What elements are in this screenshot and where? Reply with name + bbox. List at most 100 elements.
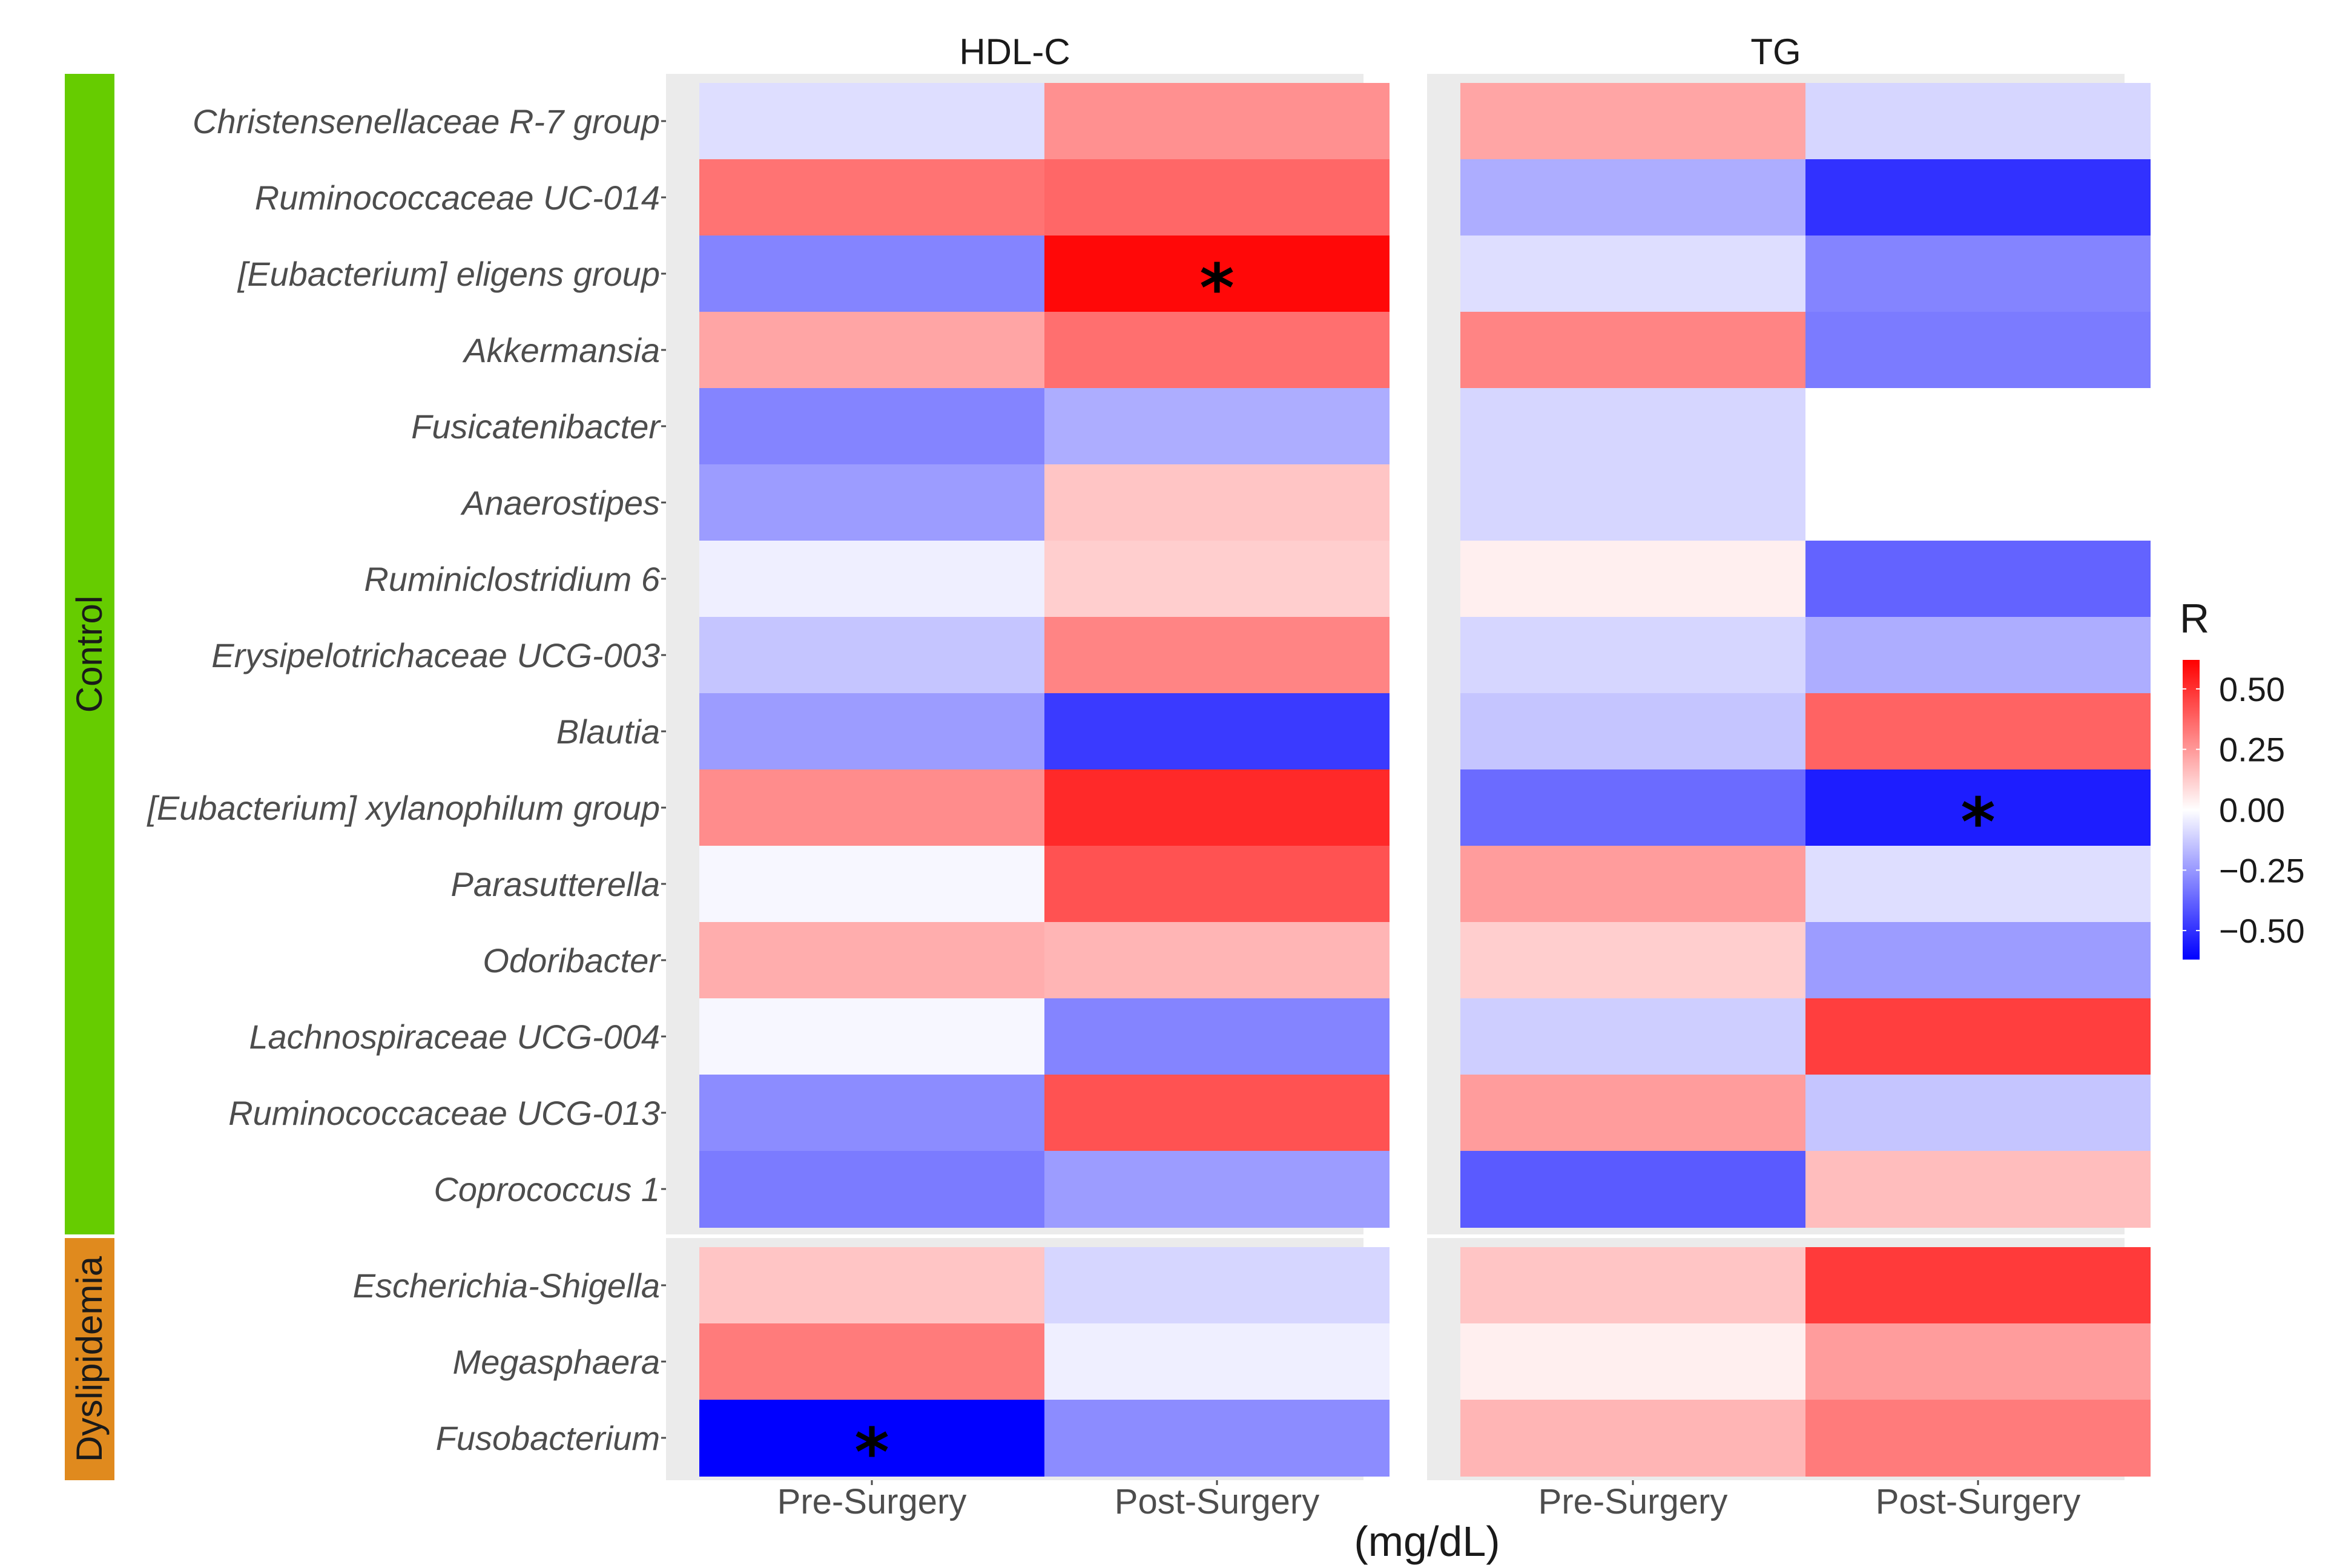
heatmap-cell bbox=[699, 1151, 1044, 1228]
group-label-control: Control bbox=[69, 596, 110, 713]
heatmap-cell bbox=[1460, 617, 1805, 694]
heatmap-cell bbox=[1460, 236, 1805, 312]
row-label-odoribacter: Odoribacter bbox=[483, 941, 661, 980]
legend-tick-label: 0.00 bbox=[2219, 791, 2285, 829]
col-label-post-surgery: Post-Surgery bbox=[1115, 1482, 1319, 1521]
heatmap-cell bbox=[1460, 769, 1805, 846]
heatmap-cell bbox=[1044, 312, 1390, 389]
heatmap-cell bbox=[1460, 388, 1805, 465]
heatmap-cell bbox=[699, 83, 1044, 160]
heatmap-cell bbox=[1805, 388, 2151, 465]
heatmap-cell bbox=[1460, 846, 1805, 923]
heatmap-cell bbox=[1805, 617, 2151, 694]
heatmap-cell bbox=[1044, 617, 1390, 694]
heatmap-cell bbox=[1805, 159, 2151, 236]
heatmap-cell bbox=[699, 1247, 1044, 1324]
heatmap-cell bbox=[1044, 769, 1390, 846]
heatmap-cell bbox=[699, 769, 1044, 846]
heatmap-cell bbox=[699, 541, 1044, 618]
facet-title-hdl-c: HDL-C bbox=[959, 31, 1070, 72]
row-label-christensenellaceae-r-7-group: Christensenellaceae R-7 group bbox=[193, 102, 660, 140]
row-label-eubacterium-xylanophilum-group: [Eubacterium] xylanophilum group bbox=[146, 789, 660, 827]
heatmap-cell bbox=[1044, 922, 1390, 999]
heatmap-cell bbox=[699, 1323, 1044, 1400]
heatmap-cell bbox=[1805, 922, 2151, 999]
heatmap-cell bbox=[699, 846, 1044, 923]
legend-title: R bbox=[2180, 596, 2209, 642]
heatmap-cell bbox=[1044, 998, 1390, 1075]
heatmap-cell bbox=[1460, 1151, 1805, 1228]
significance-star: * bbox=[1199, 249, 1235, 327]
heatmap-cell bbox=[1460, 1400, 1805, 1477]
heatmap-cell bbox=[1805, 846, 2151, 923]
heatmap-cell bbox=[1460, 464, 1805, 541]
heatmap-cell bbox=[1044, 541, 1390, 618]
legend-tick-label: −0.25 bbox=[2219, 851, 2305, 889]
heatmap-cell bbox=[1460, 922, 1805, 999]
heatmap-cell bbox=[1805, 1247, 2151, 1324]
heatmap-cell bbox=[1805, 236, 2151, 312]
heatmap-cell bbox=[1460, 159, 1805, 236]
heatmap-cell bbox=[699, 464, 1044, 541]
heatmap-cell bbox=[1805, 83, 2151, 160]
heatmap-cell bbox=[699, 617, 1044, 694]
heatmap-cell bbox=[1805, 1400, 2151, 1477]
heatmap-cell bbox=[1460, 83, 1805, 160]
heatmap-cell bbox=[1044, 159, 1390, 236]
row-label-lachnospiraceae-ucg-004: Lachnospiraceae UCG-004 bbox=[249, 1018, 660, 1056]
row-label-ruminococcaceae-ucg-013: Ruminococcaceae UCG-013 bbox=[228, 1094, 660, 1132]
legend-tick-label: 0.50 bbox=[2219, 670, 2285, 708]
row-label-megasphaera: Megasphaera bbox=[453, 1343, 660, 1381]
heatmap-cell bbox=[1460, 1075, 1805, 1151]
heatmap-cell bbox=[1044, 846, 1390, 923]
col-label-post-surgery: Post-Surgery bbox=[1876, 1482, 2080, 1521]
heatmap-cell bbox=[1805, 1075, 2151, 1151]
heatmap-cell bbox=[1805, 769, 2151, 846]
row-label-erysipelotrichaceae-ucg-003: Erysipelotrichaceae UCG-003 bbox=[211, 636, 660, 674]
row-label-coprococcus-1: Coprococcus 1 bbox=[434, 1170, 660, 1208]
group-strips: Control Dyslipidemia bbox=[65, 74, 114, 1480]
heatmap-cell bbox=[1044, 1247, 1390, 1324]
row-label-fusicatenibacter: Fusicatenibacter bbox=[411, 407, 661, 446]
heatmap-cell bbox=[1805, 1323, 2151, 1400]
heatmap-cell bbox=[699, 693, 1044, 770]
heatmap-cell bbox=[699, 1075, 1044, 1151]
heatmap-cell bbox=[699, 998, 1044, 1075]
significance-marks: * * * bbox=[854, 249, 1996, 1491]
col-label-pre-surgery: Pre-Surgery bbox=[777, 1482, 967, 1521]
heatmap-cell bbox=[1805, 693, 2151, 770]
x-axis-title: (mg/dL) bbox=[1354, 1518, 1500, 1565]
heatmap-cell bbox=[1460, 1247, 1805, 1324]
heatmap-cell bbox=[1805, 998, 2151, 1075]
heatmap-cell bbox=[699, 922, 1044, 999]
heatmap-cell bbox=[1044, 693, 1390, 770]
legend-tick-label: 0.25 bbox=[2219, 731, 2285, 769]
group-strip-dyslipidemia bbox=[65, 1238, 114, 1480]
heatmap-cell bbox=[1044, 1075, 1390, 1151]
heatmap-cell bbox=[1044, 1400, 1390, 1477]
heatmap-cell bbox=[1044, 236, 1390, 312]
heatmap-cell bbox=[1805, 464, 2151, 541]
heatmap-cell bbox=[1460, 693, 1805, 770]
significance-star: * bbox=[1960, 783, 1996, 861]
heatmap-cell bbox=[1460, 312, 1805, 389]
legend-tick-label: −0.50 bbox=[2219, 912, 2305, 950]
facet-title-tg: TG bbox=[1750, 31, 1801, 72]
axis-labels: HDL-C TG Christensenellaceae R-7 group Rumi… bbox=[146, 31, 2080, 1565]
heatmap-cell bbox=[699, 312, 1044, 389]
heatmap-cell bbox=[1460, 541, 1805, 618]
row-label-escherichia-shigella: Escherichia-Shigella bbox=[353, 1267, 660, 1305]
heatmap-cell bbox=[699, 159, 1044, 236]
heatmap-cell bbox=[1044, 1151, 1390, 1228]
group-strip-control bbox=[65, 74, 114, 1234]
row-label-akkermansia: Akkermansia bbox=[462, 331, 660, 369]
heatmap-cell bbox=[1044, 464, 1390, 541]
heatmap-cells bbox=[699, 83, 2151, 1477]
row-label-anaerostipes: Anaerostipes bbox=[460, 484, 660, 522]
row-label-fusobacterium: Fusobacterium bbox=[436, 1419, 660, 1457]
col-label-pre-surgery: Pre-Surgery bbox=[1538, 1482, 1728, 1521]
row-label-parasutterella: Parasutterella bbox=[450, 865, 660, 903]
row-label-eubacterium-eligens-group: [Eubacterium] eligens group bbox=[237, 255, 660, 293]
heatmap-cell bbox=[1460, 998, 1805, 1075]
